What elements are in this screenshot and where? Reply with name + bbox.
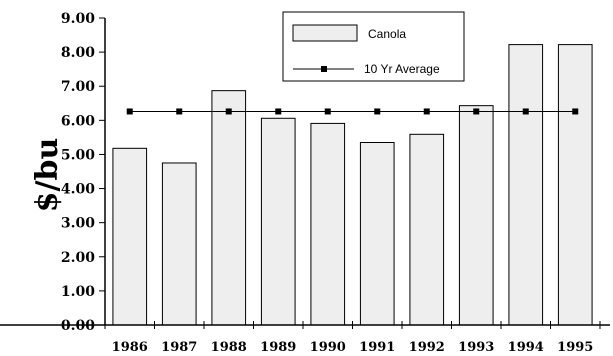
bar-1991 <box>359 142 395 326</box>
y-axis-title: $/bu <box>30 138 65 213</box>
average-marker-1987 <box>176 108 183 115</box>
legend: Canola 10 Yr Average <box>282 11 465 82</box>
bar-1990 <box>310 122 346 326</box>
legend-swatch-canola <box>292 24 358 42</box>
x-tick-label: 1986 <box>112 340 148 355</box>
x-tick-label: 1994 <box>508 340 544 355</box>
average-marker-1990 <box>324 108 331 115</box>
y-tick-label: 8.00 <box>61 45 95 61</box>
average-marker-1993 <box>473 108 480 115</box>
y-tick-label: 5.00 <box>61 147 95 163</box>
legend-label-canola: Canola <box>368 27 406 41</box>
y-tick-label: 1.00 <box>61 284 95 300</box>
x-tick-label: 1991 <box>359 340 395 355</box>
average-marker-1992 <box>423 108 430 115</box>
legend-marker-average <box>321 66 327 72</box>
x-tick-label: 1993 <box>458 340 494 355</box>
bar-series <box>112 44 593 326</box>
y-axis-ticks: 0.00 1.00 2.00 3.00 4.00 5.00 6.00 7.00 8.00 9.00 <box>61 11 105 334</box>
legend-label-average: 10 Yr Average <box>364 62 440 76</box>
y-tick-label: 4.00 <box>61 182 95 198</box>
y-tick-label: 9.00 <box>61 11 95 27</box>
x-tick-label: 1989 <box>260 340 296 355</box>
x-tick-label: 1990 <box>310 340 346 355</box>
average-marker-1991 <box>374 108 381 115</box>
y-tick-label: 2.00 <box>61 250 95 266</box>
average-marker-1994 <box>522 108 529 115</box>
x-axis-ticks: 1986 1987 1988 1989 1990 1991 1992 1993 1994 1995 <box>104 321 601 355</box>
bar-1992 <box>409 133 445 326</box>
bar-1986 <box>112 147 148 326</box>
average-line-series <box>126 108 579 115</box>
x-tick-label: 1992 <box>409 340 445 355</box>
average-marker-1986 <box>126 108 133 115</box>
x-tick-label: 1988 <box>211 340 247 355</box>
y-tick-label: 7.00 <box>61 79 95 95</box>
y-tick-label: 3.00 <box>61 216 95 232</box>
average-marker-1989 <box>275 108 282 115</box>
bar-1993 <box>458 105 494 326</box>
bar-1989 <box>260 117 296 326</box>
bar-1995 <box>557 44 593 326</box>
y-tick-label: 6.00 <box>61 113 95 129</box>
x-tick-label: 1995 <box>557 340 593 355</box>
bar-1994 <box>508 44 544 326</box>
y-tick-label: 0.00 <box>61 318 95 334</box>
bar-1987 <box>161 162 197 326</box>
average-marker-1988 <box>225 108 232 115</box>
average-marker-1995 <box>572 108 579 115</box>
x-tick-label: 1987 <box>161 340 197 355</box>
bar-1988 <box>211 90 247 326</box>
